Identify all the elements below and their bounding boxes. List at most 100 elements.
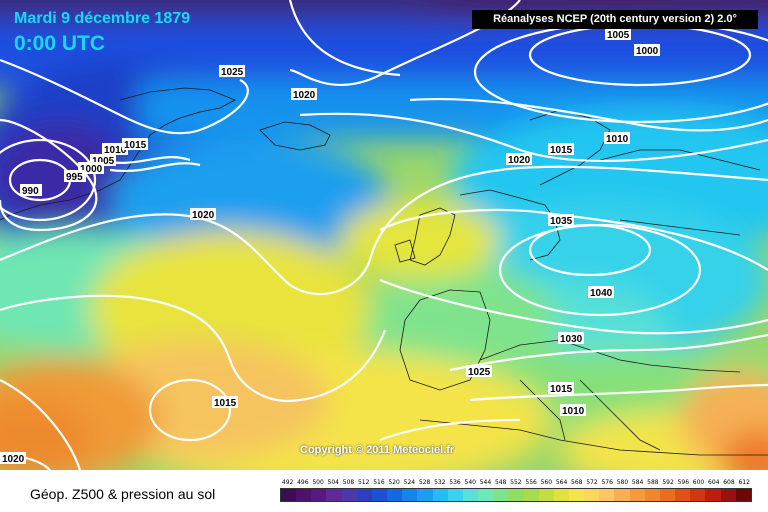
legend-swatch [493, 489, 509, 501]
svg-text:1030: 1030 [560, 334, 583, 345]
legend-tick: 612 [738, 479, 750, 486]
legend-swatch [705, 489, 721, 501]
legend-tick: 592 [662, 479, 674, 486]
svg-text:1025: 1025 [221, 67, 244, 78]
svg-text:1015: 1015 [550, 145, 573, 156]
isobar-label: 1000 [634, 44, 660, 57]
legend-tick: 540 [464, 479, 476, 486]
legend-swatch [417, 489, 433, 501]
legend-swatch [371, 489, 388, 501]
legend-tick: 500 [312, 479, 324, 486]
isobar-label: 1010 [604, 132, 630, 145]
svg-text:1005: 1005 [607, 30, 630, 41]
svg-text:1025: 1025 [468, 367, 491, 378]
svg-text:1000: 1000 [636, 46, 659, 57]
svg-text:1016: 1016 [104, 145, 127, 156]
legend-tick: 504 [327, 479, 339, 486]
svg-text:1035: 1035 [550, 216, 573, 227]
legend-tick: 532 [434, 479, 446, 486]
isobar-label: 1020 [506, 153, 532, 166]
copyright-text: Copyright © 2011 Meteociel.fr [300, 444, 455, 456]
legend-swatch [735, 489, 751, 501]
map-date: Mardi 9 décembre 1879 [14, 10, 191, 27]
legend-swatch [311, 489, 327, 501]
svg-text:1010: 1010 [606, 134, 629, 145]
legend-tick: 548 [494, 479, 507, 486]
source-label: Réanalyses NCEP (20th century version 2)… [472, 10, 758, 29]
legend-ticks: 492 496 500 504 508 512 516 520 524 528 532 536 540 5… [280, 479, 752, 488]
legend-tick: 496 [297, 479, 309, 486]
legend-title: Géop. Z500 & pression au sol [30, 486, 216, 502]
legend-tick: 560 [540, 479, 553, 486]
legend-swatch [568, 489, 585, 501]
legend-swatch [538, 489, 554, 501]
legend-tick: 512 [357, 479, 370, 486]
weather-map: 1025 1020 1005 1000 1016 1015 1005 1000 … [0, 0, 768, 470]
isobar-label: 1035 [548, 214, 574, 227]
legend-tick: 588 [647, 479, 659, 486]
svg-text:1005: 1005 [92, 156, 115, 167]
isobar-label: 1040 [588, 286, 614, 299]
isobar-label: 1020 [0, 452, 26, 465]
svg-text:1015: 1015 [550, 384, 573, 395]
svg-text:1020: 1020 [293, 90, 316, 101]
legend-swatch [447, 489, 463, 501]
isobar-label: 1005 [605, 28, 631, 41]
isobar-label: 1015 [548, 382, 574, 395]
legend-swatch [599, 489, 615, 501]
legend-tick: 604 [708, 479, 720, 486]
legend-swatch [326, 489, 342, 501]
svg-text:990: 990 [22, 186, 39, 197]
legend-tick: 596 [677, 479, 690, 486]
legend-swatch [296, 489, 312, 501]
legend-swatch [614, 489, 630, 501]
svg-text:1020: 1020 [2, 454, 25, 465]
legend-tick: 568 [571, 479, 583, 486]
map-time: 0:00 UTC [14, 32, 106, 55]
legend-tick: 508 [342, 479, 355, 486]
isobar-label: 1025 [466, 365, 492, 378]
legend-swatch [690, 489, 706, 501]
isobar-label: 1030 [558, 332, 584, 345]
legend-tick: 564 [555, 479, 568, 486]
legend-swatch [584, 489, 600, 501]
legend-swatch [387, 489, 403, 501]
legend-tick: 492 [281, 479, 294, 486]
isobar-label: 995 [64, 170, 86, 183]
svg-text:995: 995 [66, 172, 83, 183]
isobar-labels: 1025 1020 1005 1000 1016 1015 1005 1000 … [0, 28, 660, 465]
isobar-label: 1015 [122, 138, 148, 151]
svg-text:1010: 1010 [562, 406, 585, 417]
legend-tick: 572 [586, 479, 598, 486]
legend-swatch [720, 489, 736, 501]
isobar-label: 1015 [212, 396, 238, 409]
legend-tick: 552 [510, 479, 522, 486]
legend-tick: 536 [449, 479, 461, 486]
legend-swatch [523, 489, 539, 501]
legend-tick: 556 [525, 479, 537, 486]
legend-swatch [644, 489, 660, 501]
legend-tick: 600 [692, 479, 705, 486]
legend-swatch [281, 489, 297, 501]
legend-color-bar [280, 488, 752, 502]
legend-swatch [659, 489, 676, 501]
svg-text:1015: 1015 [124, 140, 147, 151]
svg-text:1015: 1015 [214, 398, 237, 409]
isobar-label: 1025 [219, 65, 245, 78]
legend-tick: 608 [723, 479, 735, 486]
legend-swatch [462, 489, 479, 501]
isobar-label: 990 [20, 184, 42, 197]
legend-swatch [508, 489, 524, 501]
legend-tick: 584 [631, 479, 644, 486]
legend-swatch [675, 489, 691, 501]
legend-tick: 576 [601, 479, 613, 486]
svg-text:1020: 1020 [192, 210, 215, 221]
legend-swatch [341, 489, 357, 501]
isobar-label: 1010 [560, 404, 586, 417]
legend-tick: 544 [479, 479, 492, 486]
legend-swatch [478, 489, 494, 501]
legend-swatch [402, 489, 418, 501]
legend-swatch [432, 489, 448, 501]
svg-text:1000: 1000 [80, 164, 103, 175]
isobar-label: 1015 [548, 143, 574, 156]
